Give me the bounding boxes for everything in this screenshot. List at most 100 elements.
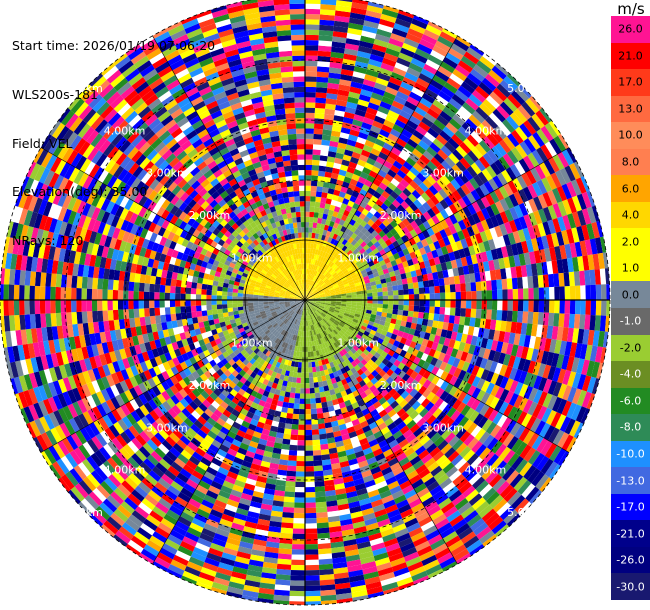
gate-cell [371,426,381,435]
gate-cell [460,531,477,545]
gate-cell [383,471,395,481]
gate-cell [450,544,467,557]
gate-cell [367,392,376,401]
gate-cell [305,383,310,389]
gate-cell [344,365,351,373]
gate-cell [379,320,386,326]
gate-cell [366,309,372,315]
gate-cell [76,311,83,324]
gate-cell [391,562,408,573]
gate-cell [305,305,307,311]
gate-cell [444,432,456,444]
gate-cell [510,321,518,334]
gate-cell [344,549,360,557]
gate-cell [552,367,562,382]
gate-cell [297,440,305,446]
gate-cell [312,335,316,341]
gate-cell [295,330,299,336]
gate-cell [318,306,325,310]
gate-cell [418,330,426,339]
gate-cell [347,328,353,334]
gate-cell [217,308,223,314]
gate-cell [491,309,498,321]
gate-cell [319,343,324,350]
gate-cell [154,284,161,293]
gate-cell [439,361,448,371]
gate-cell [149,283,156,293]
gate-cell [325,302,331,305]
gate-cell [402,310,409,317]
gate-cell [300,320,303,326]
gate-cell [261,572,277,580]
gate-cell [175,313,182,321]
gate-cell [342,475,354,484]
gate-cell [364,388,373,396]
gate-cell [339,428,349,436]
gate-cell [330,393,338,401]
gate-cell [112,289,119,300]
gate-cell [195,288,202,295]
gate-cell [318,307,324,312]
gate-cell [336,369,343,377]
gate-cell [335,304,341,308]
gate-cell [340,523,354,532]
gate-cell [352,318,359,324]
gate-cell [394,324,401,331]
gate-cell [462,371,472,383]
gate-cell [340,406,348,414]
gate-cell [65,300,72,313]
gate-cell [444,417,455,429]
gate-cell [112,279,119,291]
gate-cell [388,338,396,345]
gate-cell [495,374,505,387]
gate-cell [364,400,373,409]
gate-cell [391,391,401,401]
gate-cell [537,391,548,406]
gate-cell [339,320,346,326]
gate-cell [328,525,342,533]
gate-cell [406,316,413,323]
gate-cell [328,520,341,528]
gate-cell [384,405,394,414]
gate-cell [390,443,402,454]
gate-cell [289,601,305,605]
gate-cell [324,306,330,310]
gate-cell [315,301,321,304]
gate-cell [293,523,305,529]
gate-cell [417,359,426,368]
gate-cell [295,382,301,389]
gate-cell [289,444,298,451]
gate-cell [420,352,429,362]
gate-cell [426,363,435,373]
gate-cell [345,321,352,326]
gate-cell [556,398,568,415]
gate-cell [353,478,365,486]
gate-cell [423,525,438,537]
gate-cell [164,285,171,293]
gate-cell [340,378,348,386]
gate-cell [24,300,30,315]
gate-cell [392,430,403,440]
gate-cell [297,435,305,441]
gate-cell [261,498,274,506]
gate-cell [344,399,352,407]
gate-cell [362,447,373,456]
gate-cell [379,572,395,582]
gate-cell [561,355,570,370]
gate-cell [186,311,193,319]
gate-cell [363,571,380,580]
gate-cell [423,332,431,341]
gate-cell [311,429,320,436]
gate-cell [474,460,487,473]
gate-cell [308,303,313,308]
gate-cell [460,308,466,317]
gate-cell [336,597,353,604]
gate-cell [413,329,421,337]
gate-cell [321,312,327,317]
gate-cell [476,389,486,402]
gate-cell [311,330,315,336]
gate-cell [323,317,329,323]
gate-cell [351,302,357,306]
gate-cell [309,325,312,331]
